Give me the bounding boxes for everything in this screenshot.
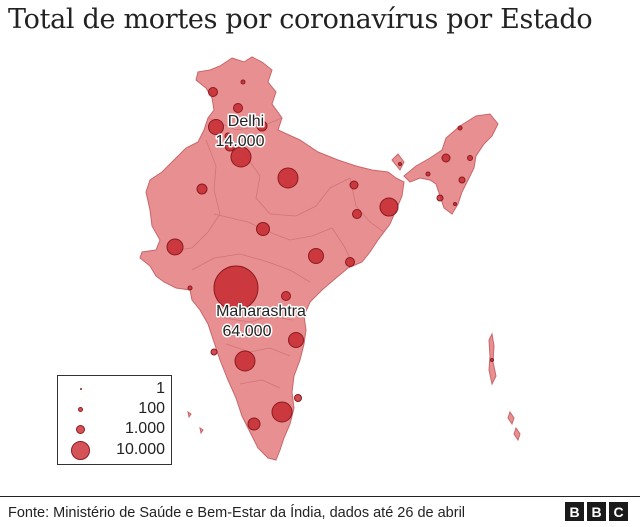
bubble-arunachal bbox=[457, 125, 463, 131]
bubble-delhi bbox=[230, 146, 252, 168]
bubble-ladakh bbox=[240, 79, 246, 85]
bubble-meghalaya bbox=[425, 171, 431, 177]
logo-letter: B bbox=[587, 502, 606, 521]
legend-item: 1 bbox=[58, 379, 171, 399]
bubble-dadra bbox=[187, 285, 193, 291]
legend-dot bbox=[80, 388, 82, 390]
bubble-telangana bbox=[281, 291, 291, 301]
bubble-rajasthan bbox=[196, 183, 208, 195]
nicobar-islands bbox=[507, 410, 521, 442]
bubble-punjab bbox=[208, 119, 224, 135]
legend-label: 10.000 bbox=[116, 441, 165, 458]
bubble-kerala bbox=[247, 417, 261, 431]
bubble-madhya-pradesh bbox=[256, 222, 270, 236]
bubble-goa bbox=[210, 348, 218, 356]
bubble-mizoram bbox=[453, 202, 457, 206]
bubble-tamil-nadu bbox=[271, 401, 293, 423]
logo-letter: B bbox=[565, 502, 584, 521]
bubbles bbox=[166, 79, 494, 431]
bubble-assam bbox=[441, 153, 451, 163]
bubble-bihar bbox=[349, 180, 359, 190]
legend: 1 100 1.000 10.000 bbox=[57, 375, 172, 465]
footer-divider bbox=[0, 496, 640, 497]
india-landmass bbox=[139, 56, 405, 461]
logo-letter: C bbox=[609, 502, 628, 521]
legend-item: 10.000 bbox=[58, 440, 171, 460]
bubble-gujarat bbox=[166, 238, 184, 256]
legend-dot bbox=[76, 425, 85, 434]
bubble-jammu-kashmir bbox=[208, 87, 218, 97]
bubble-andhra-pradesh bbox=[288, 332, 304, 348]
bubble-tripura bbox=[436, 194, 444, 202]
lakshadweep-islands bbox=[187, 410, 204, 435]
northeast-region bbox=[403, 113, 499, 215]
legend-dot bbox=[71, 441, 90, 460]
bubble-maharashtra bbox=[213, 265, 259, 311]
bubble-nagaland bbox=[467, 155, 473, 161]
bubble-himachal bbox=[233, 103, 243, 113]
bubble-west-bengal bbox=[379, 197, 399, 217]
maharashtra-value-label: 64.000 bbox=[223, 323, 272, 340]
sikkim-region bbox=[391, 153, 405, 171]
legend-label: 1.000 bbox=[124, 420, 165, 437]
page-title: Total de mortes por coronavírus por Esta… bbox=[8, 4, 593, 35]
maharashtra-label: Maharashtra bbox=[216, 303, 306, 320]
bubble-chhattisgarh bbox=[308, 248, 324, 264]
bubble-manipur bbox=[458, 176, 466, 184]
delhi-label: Delhi bbox=[228, 113, 264, 130]
source-note: Fonte: Ministério de Saúde e Bem-Estar d… bbox=[8, 505, 466, 521]
bubble-uttarakhand bbox=[256, 120, 268, 132]
legend-label: 100 bbox=[138, 400, 165, 417]
bubble-uttar-pradesh bbox=[277, 167, 299, 189]
bubble-odisha bbox=[345, 257, 355, 267]
legend-item: 100 bbox=[58, 399, 171, 419]
delhi-value-label: 14.000 bbox=[216, 133, 265, 150]
bbc-logo: B B C bbox=[565, 502, 628, 521]
bubble-jharkhand bbox=[352, 209, 362, 219]
bubble-karnataka bbox=[234, 350, 256, 372]
bubble-puducherry bbox=[294, 394, 302, 402]
legend-dot bbox=[78, 407, 83, 412]
bubble-sikkim bbox=[398, 162, 402, 166]
bubble-andaman bbox=[490, 358, 494, 362]
legend-item: 1.000 bbox=[58, 419, 171, 439]
bubble-chandigarh bbox=[224, 132, 232, 140]
legend-label: 1 bbox=[156, 380, 165, 397]
bubble-haryana bbox=[224, 140, 236, 152]
